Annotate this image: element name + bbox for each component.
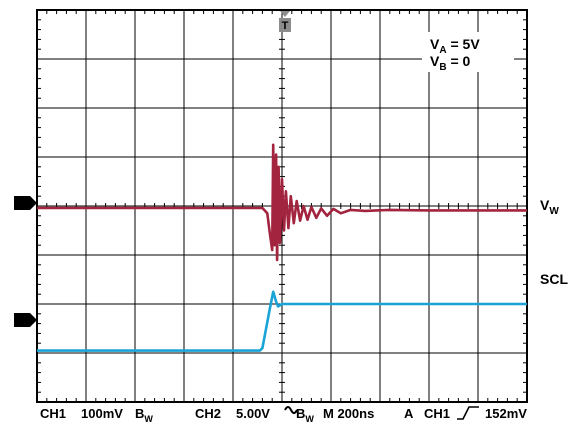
series-label-scl: SCL	[540, 271, 568, 287]
status-bar: CH1 100mV BW CH2 5.00V BW M 200ns A CH1 …	[40, 406, 527, 425]
rising-edge-icon	[457, 406, 479, 420]
trace-scl	[37, 290, 527, 352]
channel-2-marker: 2	[14, 313, 37, 327]
supply-annotation: VA = 5V VB = 0	[422, 32, 514, 73]
trigger-marker: T	[279, 11, 291, 32]
channel-1-marker: 1	[14, 196, 37, 210]
status-bw1: B	[135, 406, 144, 421]
status-ch1: CH1	[40, 406, 66, 421]
trigger-marker-label: T	[282, 20, 289, 32]
status-ch2: CH2	[195, 406, 221, 421]
status-bw2-sub: W	[305, 414, 314, 424]
status-timebase: M 200ns	[323, 406, 374, 421]
status-trigger-source: CH1	[424, 406, 450, 421]
status-trigger-mode: A	[404, 406, 414, 421]
plot-frame	[36, 9, 528, 403]
status-bw1-sub: W	[144, 414, 153, 424]
svg-text:CH1 100mV BW: CH1 100mV BW CH2 5.00V BW M 200ns A CH1 …	[40, 406, 527, 425]
waveform-traces	[37, 143, 527, 352]
status-ch2-scale: 5.00V	[236, 406, 270, 421]
series-label-vw: VW	[540, 197, 559, 217]
status-bw2: B	[296, 406, 305, 421]
trace-vw	[37, 143, 527, 262]
vb-annotation: VB = 0	[430, 53, 471, 73]
va-annotation: VA = 5V	[430, 36, 480, 56]
status-trigger-level: 152mV	[485, 406, 527, 421]
channel-1-number: 1	[19, 198, 25, 210]
bandwidth-limit-icon	[284, 406, 298, 414]
channel-2-number: 2	[19, 315, 25, 327]
status-ch1-scale: 100mV	[81, 406, 123, 421]
